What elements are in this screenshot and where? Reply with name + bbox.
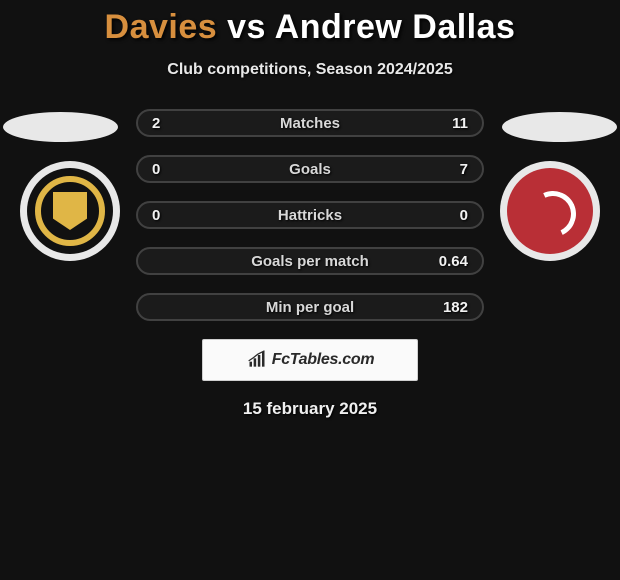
player-right-podium: [502, 112, 617, 142]
stat-label: Min per goal: [138, 299, 482, 316]
subtitle: Club competitions, Season 2024/2025: [0, 61, 620, 79]
watermark-text: FcTables.com: [272, 351, 375, 369]
stat-label: Matches: [138, 115, 482, 132]
stat-label: Goals per match: [138, 253, 482, 270]
vs-text: vs: [227, 8, 266, 46]
player-left-name: Davies: [105, 8, 218, 46]
stat-row-goals-per-match: Goals per match 0.64: [136, 247, 484, 275]
stat-rows: 2 Matches 11 0 Goals 7 0 Hattricks 0 Goa…: [136, 109, 484, 321]
page-title: Davies vs Andrew Dallas: [0, 0, 620, 47]
comparison-date: 15 february 2025: [0, 399, 620, 419]
newport-crest-icon: [27, 168, 113, 254]
team-right-crest: [500, 161, 600, 261]
fctables-watermark[interactable]: FcTables.com: [202, 339, 418, 381]
stat-label: Goals: [138, 161, 482, 178]
stat-row-min-per-goal: Min per goal 182: [136, 293, 484, 321]
stat-label: Hattricks: [138, 207, 482, 224]
comparison-panel: 2 Matches 11 0 Goals 7 0 Hattricks 0 Goa…: [0, 109, 620, 419]
stat-row-matches: 2 Matches 11: [136, 109, 484, 137]
player-right-name: Andrew Dallas: [275, 8, 516, 46]
player-left-podium: [3, 112, 118, 142]
stat-row-goals: 0 Goals 7: [136, 155, 484, 183]
team-left-crest: [20, 161, 120, 261]
morecambe-crest-icon: [507, 168, 593, 254]
stat-row-hattricks: 0 Hattricks 0: [136, 201, 484, 229]
bar-chart-icon: [246, 350, 268, 370]
